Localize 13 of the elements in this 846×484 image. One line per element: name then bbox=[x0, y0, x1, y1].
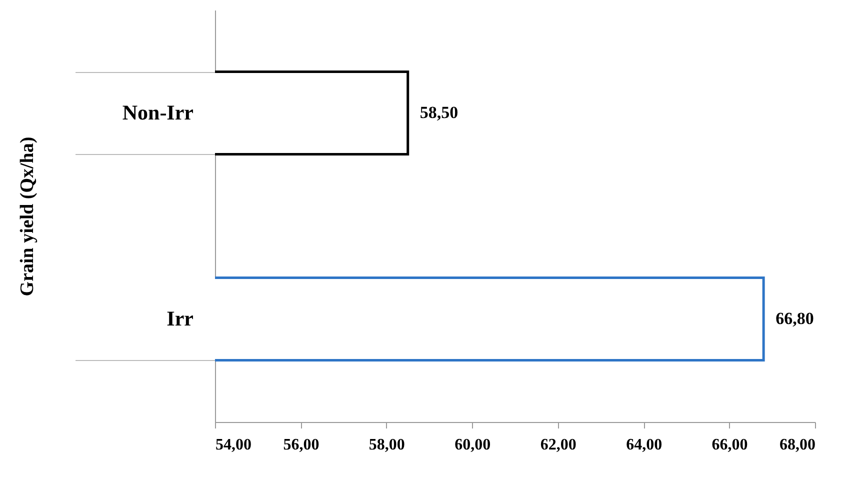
x-tick-label: 58,00 bbox=[368, 436, 405, 454]
x-tick-label: 62,00 bbox=[540, 436, 576, 454]
data-label: 58,50 bbox=[420, 103, 458, 122]
y-tick-label: Irr bbox=[166, 306, 194, 330]
y-axis-title: Grain yield (Qx/ha) bbox=[17, 136, 38, 296]
x-tick-label: 56,00 bbox=[283, 436, 320, 454]
x-tick-label: 64,00 bbox=[626, 436, 662, 454]
x-tick-label: 60,00 bbox=[454, 436, 491, 454]
x-tick-label: 68,00 bbox=[780, 436, 816, 454]
x-tick-label: 66,00 bbox=[712, 436, 748, 454]
x-tick-label: 54,00 bbox=[216, 436, 252, 454]
data-label: 66,80 bbox=[776, 309, 814, 328]
y-tick-label: Non-Irr bbox=[122, 100, 194, 124]
